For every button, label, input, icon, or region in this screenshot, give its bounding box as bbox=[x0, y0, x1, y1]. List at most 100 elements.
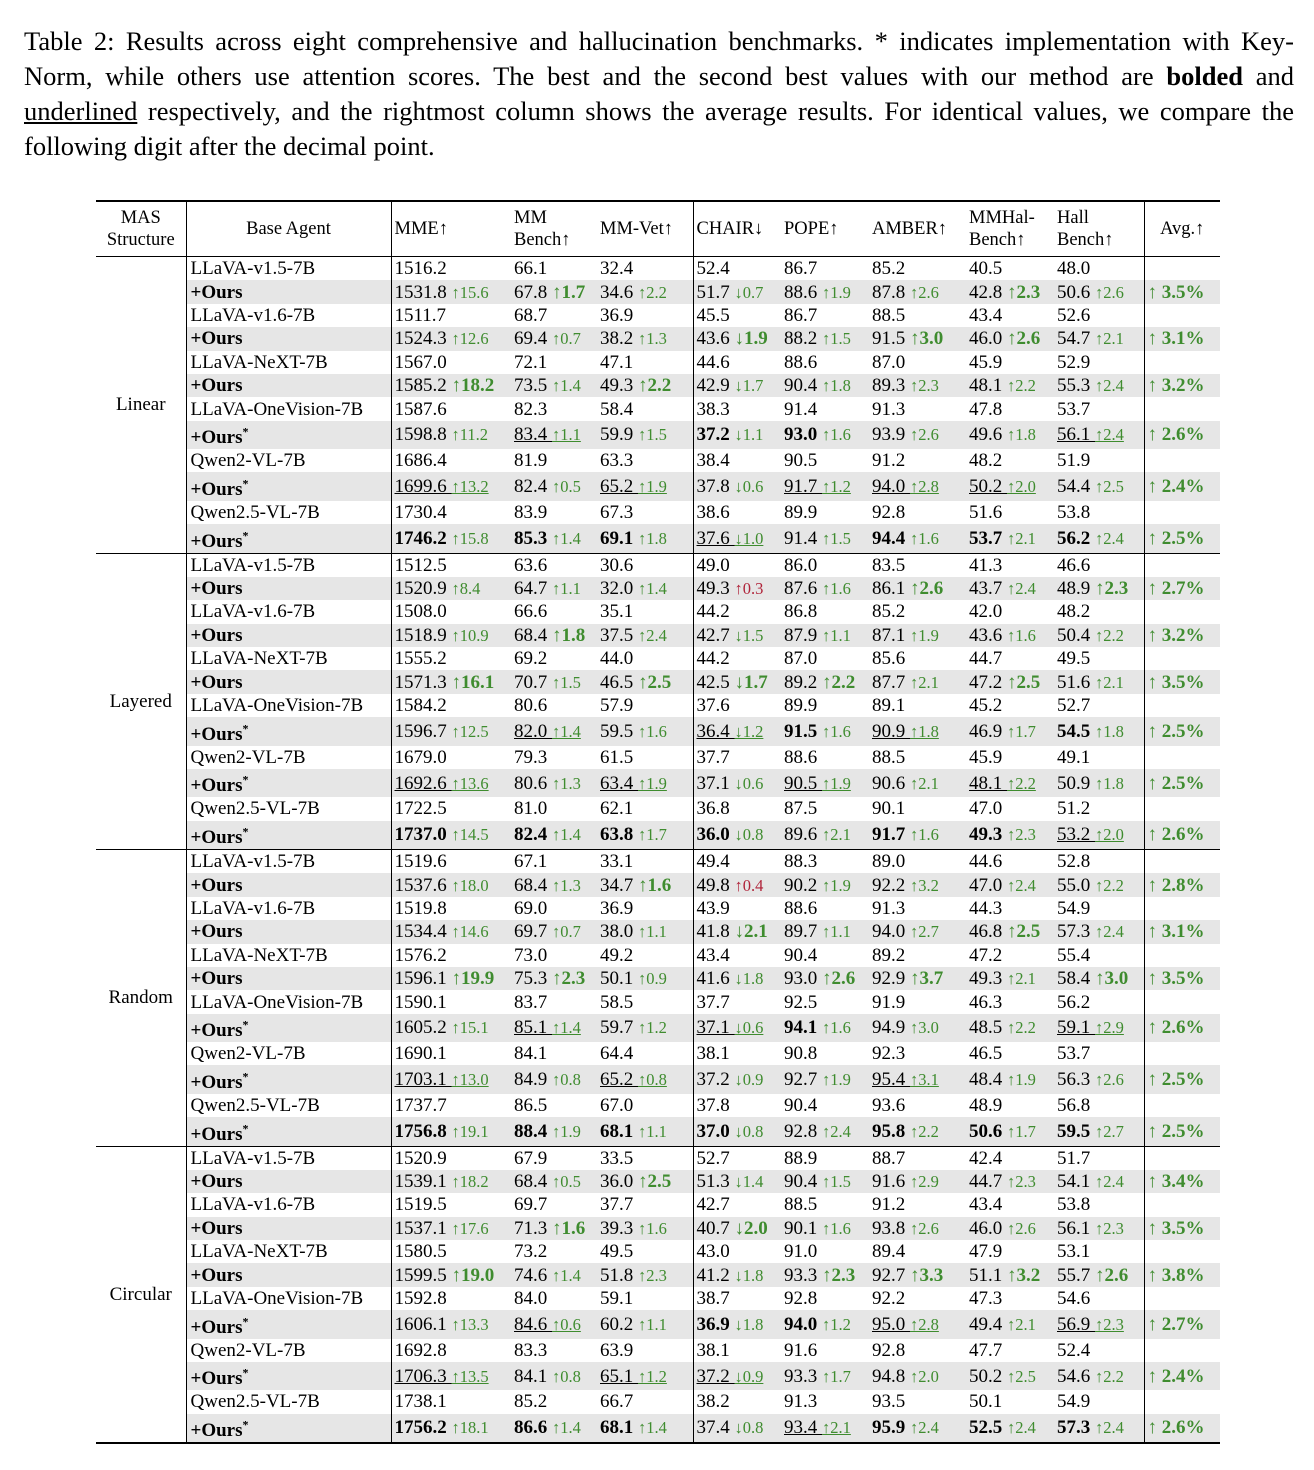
value-cell: 56.8 bbox=[1054, 1094, 1144, 1117]
value-cell: 57.3 ↑2.4 bbox=[1054, 920, 1144, 944]
value-cell: 55.3 ↑2.4 bbox=[1054, 373, 1144, 398]
value-cell: 43.9 bbox=[692, 896, 781, 921]
value-number: 1520.9 bbox=[394, 578, 452, 600]
value-number: 46.5 bbox=[600, 671, 638, 693]
value-number: 49.3 bbox=[600, 375, 638, 397]
value-cell: 43.7 ↑2.4 bbox=[966, 576, 1054, 601]
agent-cell: LLaVA-v1.5-7B bbox=[185, 256, 391, 281]
value-number: 91.4 bbox=[784, 398, 818, 420]
value-cell: 88.5 bbox=[869, 746, 966, 769]
table-row: +Ours* 1692.6 ↑13.6 80.6 ↑1.3 63.4 ↑1.9 37.1… bbox=[96, 768, 1220, 798]
value-cell: 87.9 ↑1.1 bbox=[781, 623, 869, 648]
value-cell: 1534.4 ↑14.6 bbox=[390, 920, 511, 944]
key-norm-marker: * bbox=[242, 476, 249, 491]
value-cell: 71.3 ↑1.6 bbox=[511, 1216, 597, 1241]
caption-bolded: bolded bbox=[1166, 61, 1243, 91]
value-number: 66.6 bbox=[514, 601, 548, 623]
value-number: 84.1 bbox=[514, 1365, 552, 1387]
value-cell: 90.1 ↑1.6 bbox=[781, 1216, 869, 1241]
value-cell: 48.5 ↑2.2 bbox=[966, 1013, 1054, 1043]
value-number: 52.7 bbox=[1057, 695, 1091, 717]
value-number: 86.8 bbox=[784, 601, 818, 623]
value-delta: ↑3.0 bbox=[1095, 968, 1129, 990]
value-cell: 91.4 bbox=[781, 397, 869, 420]
value-number: 42.0 bbox=[969, 601, 1003, 623]
value-number: 93.3 bbox=[784, 1264, 822, 1286]
value-delta: ↑15.1 bbox=[451, 1018, 489, 1038]
value-delta: ↑2.8 bbox=[910, 477, 939, 497]
value-cell: 92.8 ↑2.4 bbox=[781, 1117, 869, 1147]
value-number: 56.2 bbox=[1057, 527, 1095, 549]
value-cell: 45.9 bbox=[966, 746, 1054, 769]
value-number: 1706.3 bbox=[394, 1365, 452, 1387]
value-cell: 53.1 bbox=[1054, 1240, 1144, 1263]
table-row: Qwen2.5-VL-7B 1722.5 81.0 62.1 36.8 87.5 90.1 4… bbox=[96, 797, 1220, 821]
agent-name: +Ours* bbox=[190, 528, 249, 552]
value-number: 43.4 bbox=[969, 1194, 1003, 1216]
header-structure: MAS Structure bbox=[96, 201, 186, 257]
value-cell: 49.8 ↑0.4 bbox=[692, 873, 781, 897]
value-number: 51.8 bbox=[600, 1264, 638, 1286]
value-cell: 89.4 bbox=[869, 1240, 966, 1263]
results-body: Linear LLaVA-v1.5-7B 1516.2 66.1 32.4 52.4 86.… bbox=[96, 256, 1220, 1444]
value-delta: ↑1.8 bbox=[1007, 425, 1036, 445]
value-number: 87.1 bbox=[872, 624, 910, 646]
value-number: 1585.2 bbox=[394, 375, 452, 397]
value-delta: ↑2.1 bbox=[910, 672, 939, 692]
value-delta: ↑15.8 bbox=[451, 528, 489, 548]
value-cell: 34.7 ↑1.6 bbox=[597, 873, 693, 897]
value-number: 93.3 bbox=[784, 1365, 822, 1387]
avg-cell bbox=[1143, 943, 1220, 967]
value-cell: 92.9 ↑3.7 bbox=[869, 966, 966, 991]
agent-name: +Ours bbox=[190, 1217, 243, 1239]
value-delta: ↑2.6 bbox=[910, 425, 939, 445]
agent-cell: LLaVA-OneVision-7B bbox=[185, 397, 391, 421]
value-number: 1590.1 bbox=[394, 991, 447, 1013]
value-delta: ↓1.7 bbox=[734, 376, 764, 396]
agent-cell: LLaVA-OneVision-7B bbox=[185, 1286, 391, 1311]
key-norm-marker: * bbox=[242, 772, 249, 787]
header-hallbench: Hall Bench↑ bbox=[1054, 201, 1144, 257]
value-delta: ↑1.6 bbox=[1007, 625, 1036, 645]
value-cell: 52.4 bbox=[1054, 1339, 1144, 1362]
avg-cell bbox=[1143, 1338, 1220, 1362]
value-cell: 1738.1 bbox=[390, 1390, 511, 1414]
value-delta: ↑2.3 bbox=[552, 968, 586, 990]
value-cell: 30.6 bbox=[597, 553, 693, 577]
value-number: 49.4 bbox=[969, 1313, 1007, 1335]
value-number: 86.1 bbox=[872, 578, 910, 600]
value-number: 47.0 bbox=[969, 798, 1003, 820]
value-number: 39.3 bbox=[600, 1217, 638, 1239]
value-cell: 37.5 ↑2.4 bbox=[597, 623, 693, 648]
value-cell: 38.3 bbox=[692, 397, 781, 421]
value-delta: ↓0.9 bbox=[734, 1070, 764, 1090]
value-number: 1537.6 bbox=[394, 874, 452, 896]
value-cell: 1692.8 bbox=[390, 1338, 511, 1362]
value-cell: 52.9 bbox=[1054, 351, 1144, 374]
value-cell: 46.8 ↑2.5 bbox=[966, 920, 1054, 944]
value-cell: 38.0 ↑1.1 bbox=[597, 920, 693, 944]
table-row: Qwen2.5-VL-7B 1730.4 83.9 67.3 38.6 89.9 92.8 5… bbox=[96, 500, 1220, 525]
key-norm-marker: * bbox=[242, 1365, 249, 1380]
value-cell: 49.2 bbox=[597, 944, 693, 967]
value-cell: 37.8 bbox=[692, 1093, 781, 1118]
value-cell: 33.5 bbox=[597, 1146, 693, 1170]
value-number: 89.2 bbox=[784, 671, 822, 693]
value-number: 45.9 bbox=[969, 351, 1003, 373]
agent-cell: LLaVA-NeXT-7B bbox=[185, 943, 391, 967]
value-delta: ↑1.9 bbox=[638, 477, 667, 497]
header-avg: Avg.↑ bbox=[1143, 201, 1220, 257]
value-number: 90.4 bbox=[784, 375, 822, 397]
value-number: 37.7 bbox=[696, 991, 730, 1013]
header-mme: MME↑ bbox=[390, 201, 511, 257]
value-cell: 1596.7 ↑12.5 bbox=[390, 717, 511, 746]
value-cell: 93.4 ↑2.1 bbox=[781, 1413, 869, 1444]
value-cell: 34.6 ↑2.2 bbox=[597, 280, 693, 304]
value-cell: 1737.0 ↑14.5 bbox=[390, 820, 511, 850]
value-cell: 68.7 bbox=[511, 304, 597, 327]
agent-cell: +Ours* bbox=[185, 1065, 391, 1094]
value-delta: ↑3.0 bbox=[910, 1018, 939, 1038]
value-number: 37.1 bbox=[696, 1017, 735, 1039]
value-cell: 85.2 bbox=[869, 257, 966, 281]
value-number: 94.0 bbox=[872, 921, 910, 943]
